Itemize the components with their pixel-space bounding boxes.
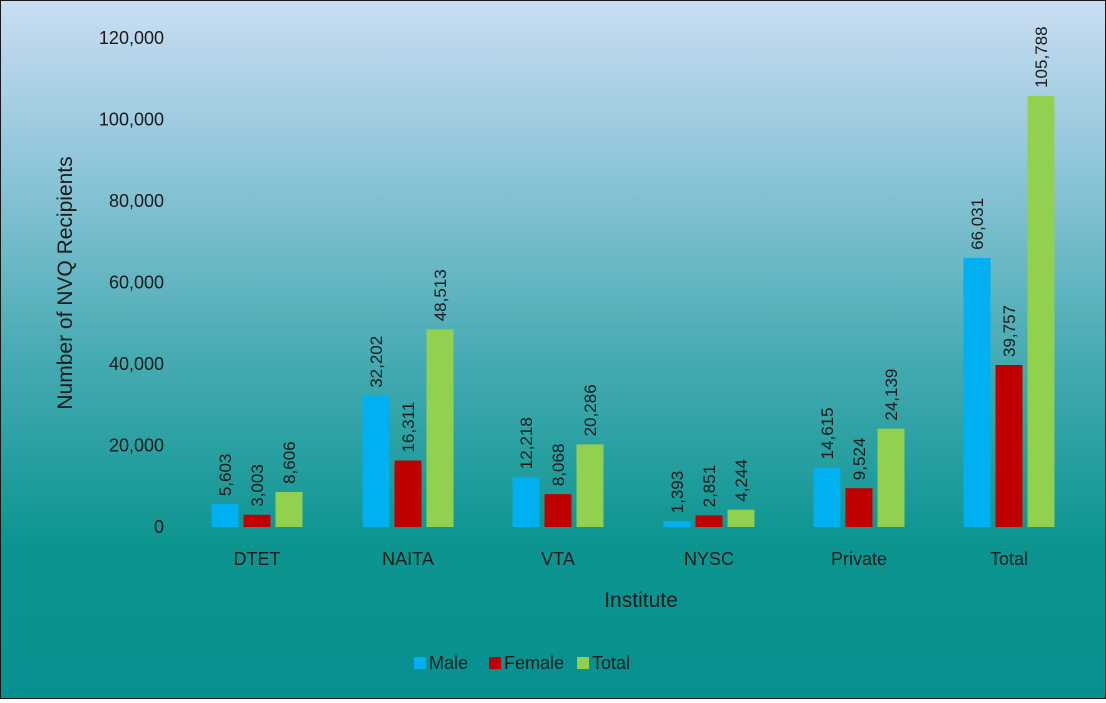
bar-total-total bbox=[1027, 95, 1055, 527]
data-label: 14,615 bbox=[818, 407, 837, 459]
data-label: 2,851 bbox=[700, 465, 719, 508]
y-tick-label: 100,000 bbox=[99, 110, 164, 130]
data-label: 32,202 bbox=[367, 336, 386, 388]
data-label: 48,513 bbox=[431, 269, 450, 321]
bar-male-nysc bbox=[663, 521, 691, 527]
bar-male-dtet bbox=[211, 504, 239, 527]
bar-total-private bbox=[877, 428, 905, 527]
data-label: 16,311 bbox=[399, 402, 418, 453]
data-label: 105,788 bbox=[1032, 26, 1051, 87]
bars bbox=[211, 95, 1055, 527]
data-label: 8,606 bbox=[280, 441, 299, 484]
bar-male-private bbox=[813, 467, 841, 527]
bar-total-vta bbox=[576, 444, 604, 527]
data-label: 39,757 bbox=[1000, 305, 1019, 357]
data-label: 20,286 bbox=[581, 384, 600, 436]
bar-total-dtet bbox=[275, 491, 303, 527]
legend-label-total: Total bbox=[592, 653, 630, 673]
bar-male-vta bbox=[512, 477, 540, 527]
data-label: 8,068 bbox=[549, 444, 568, 487]
data-label: 9,524 bbox=[850, 438, 869, 481]
x-tick-label: DTET bbox=[234, 549, 281, 569]
bar-total-nysc bbox=[727, 509, 755, 527]
data-label: 5,603 bbox=[216, 454, 235, 497]
data-labels: 5,603 3,003 8,606 32,202 16,311 48,513 12,218 8… bbox=[216, 26, 1051, 513]
bar-total-naita bbox=[426, 329, 454, 527]
legend-label-male: Male bbox=[429, 653, 468, 673]
data-label: 24,139 bbox=[882, 369, 901, 421]
bar-male-total bbox=[963, 257, 991, 527]
bar-female-dtet bbox=[243, 514, 271, 527]
x-tick-label: Total bbox=[990, 549, 1028, 569]
legend-swatch-total bbox=[577, 657, 589, 669]
legend-swatch-male bbox=[414, 657, 426, 669]
bar-female-total bbox=[995, 364, 1023, 527]
data-label: 12,218 bbox=[517, 417, 536, 469]
y-tick-label: 40,000 bbox=[109, 354, 164, 374]
x-axis-ticks: DTET NAITA VTA NYSC Private Total bbox=[234, 549, 1029, 569]
x-axis-title: Institute bbox=[604, 589, 678, 612]
y-axis-ticks: 0 20,000 40,000 60,000 80,000 100,000 120,000 bbox=[99, 28, 164, 537]
legend-swatch-female bbox=[489, 657, 501, 669]
y-tick-label: 80,000 bbox=[109, 191, 164, 211]
x-tick-label: NYSC bbox=[684, 549, 734, 569]
data-label: 1,393 bbox=[668, 471, 687, 514]
bar-female-nysc bbox=[695, 515, 723, 527]
data-label: 3,003 bbox=[248, 464, 267, 507]
data-label: 66,031 bbox=[968, 198, 987, 250]
y-tick-label: 20,000 bbox=[109, 436, 164, 456]
x-tick-label: Private bbox=[831, 549, 887, 569]
legend: Male Female Total bbox=[414, 653, 630, 673]
bar-male-naita bbox=[362, 395, 390, 527]
legend-label-female: Female bbox=[504, 653, 564, 673]
bar-female-vta bbox=[544, 494, 572, 527]
y-axis-title: Number of NVQ Recipients bbox=[54, 156, 77, 409]
bar-female-naita bbox=[394, 460, 422, 527]
y-tick-label: 120,000 bbox=[99, 28, 164, 48]
bar-female-private bbox=[845, 488, 873, 527]
x-tick-label: NAITA bbox=[382, 549, 434, 569]
x-tick-label: VTA bbox=[541, 549, 575, 569]
y-tick-label: 0 bbox=[154, 517, 164, 537]
y-tick-label: 60,000 bbox=[109, 273, 164, 293]
data-label: 4,244 bbox=[732, 459, 751, 502]
